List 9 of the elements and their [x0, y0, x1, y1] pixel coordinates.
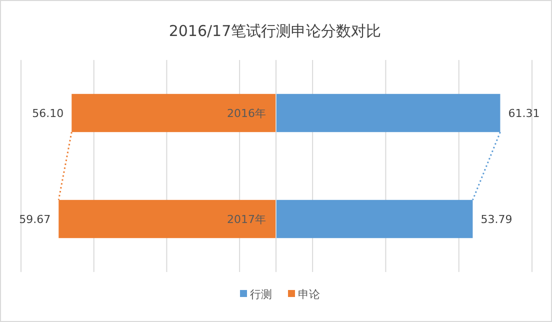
data-label: 53.79 [480, 213, 512, 226]
data-label: 56.10 [32, 107, 64, 120]
data-label: 61.31 [508, 107, 540, 120]
legend-label: 行测 [250, 288, 272, 301]
y-tick-label: 2016年 [227, 107, 266, 120]
chart-title: 2016/17笔试行测申论分数对比 [168, 22, 382, 40]
y-tick-label: 2017年 [227, 213, 266, 226]
legend-label: 申论 [298, 288, 320, 301]
data-label: 59.67 [19, 213, 51, 226]
